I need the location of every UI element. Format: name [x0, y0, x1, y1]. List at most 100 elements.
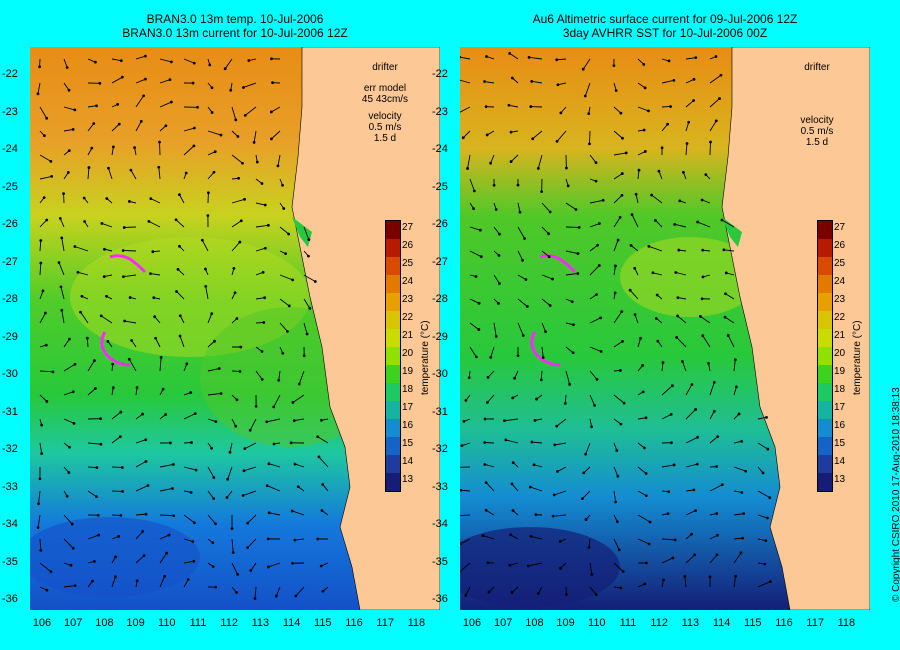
current-arrow-head — [307, 254, 310, 258]
current-arrow — [584, 82, 591, 97]
current-arrow-head — [483, 80, 486, 83]
colorbar-tick: 25 — [834, 258, 846, 269]
current-arrow-head — [45, 116, 49, 120]
current-arrow — [509, 562, 519, 566]
right-title-line1: Au6 Altimetric surface current for 09-Ju… — [532, 12, 798, 26]
current-arrow-head — [651, 271, 655, 275]
current-arrow-head — [260, 378, 264, 381]
current-arrow — [613, 490, 617, 502]
current-arrow — [39, 106, 48, 119]
current-arrow-head — [530, 79, 534, 83]
current-arrow-head — [673, 538, 677, 542]
current-arrow — [661, 123, 668, 132]
current-arrow — [484, 81, 495, 84]
current-arrow — [159, 576, 166, 588]
current-arrow — [231, 106, 237, 121]
current-arrow — [583, 466, 591, 474]
current-arrow — [135, 55, 146, 60]
current-arrow-head — [587, 546, 591, 549]
current-arrow-head — [70, 522, 74, 526]
current-arrow-head — [700, 297, 704, 301]
current-arrow-head — [60, 236, 64, 240]
current-arrow-head — [647, 542, 651, 546]
left-map-svg — [30, 47, 440, 610]
current-arrow-head — [317, 455, 321, 459]
current-arrow — [469, 322, 480, 330]
current-arrow-head — [555, 58, 559, 62]
current-arrow — [150, 198, 161, 204]
current-arrow-head — [92, 122, 96, 125]
current-arrow-head — [521, 258, 525, 262]
current-arrow-head — [581, 67, 585, 71]
current-arrow-head — [647, 244, 651, 248]
coastline-land — [721, 47, 870, 610]
longitude-tick: 112 — [220, 617, 238, 629]
current-arrow-head — [287, 304, 291, 308]
current-arrow-head — [191, 540, 195, 543]
current-arrow — [279, 226, 289, 235]
current-arrow — [175, 219, 185, 228]
current-arrow-head — [677, 248, 681, 252]
current-arrow-head — [594, 161, 598, 165]
current-arrow — [179, 335, 185, 348]
current-arrow — [517, 274, 527, 280]
current-arrow — [613, 130, 623, 139]
current-arrow-head — [494, 208, 498, 211]
current-arrow-head — [62, 192, 65, 196]
current-arrow-head — [615, 449, 619, 452]
current-arrow-head — [107, 166, 110, 170]
current-arrow-head — [144, 512, 148, 516]
current-arrow-head — [483, 417, 487, 421]
current-arrow — [250, 562, 257, 571]
current-arrow-head — [265, 420, 269, 424]
current-arrow — [487, 370, 495, 378]
current-arrow — [508, 104, 519, 108]
current-arrow — [80, 311, 89, 324]
current-arrow — [702, 335, 711, 348]
current-arrow — [565, 273, 578, 276]
current-arrow-head — [213, 150, 217, 154]
current-arrow-head — [594, 179, 598, 183]
current-arrow-head — [692, 488, 696, 492]
current-vectors — [460, 52, 772, 597]
current-arrow — [227, 466, 233, 480]
current-arrow — [482, 535, 495, 540]
current-arrow-head — [252, 140, 256, 144]
current-arrow-head — [556, 470, 559, 473]
colorbar-tick: 13 — [402, 474, 414, 485]
current-arrow-head — [513, 376, 517, 380]
current-arrow-head — [83, 220, 86, 223]
left-title: BRAN3.0 13m temp. 10-Jul-2006 BRAN3.0 13… — [30, 12, 440, 40]
current-arrow-head — [547, 232, 550, 236]
current-arrow — [231, 562, 238, 575]
current-arrow-head — [555, 140, 559, 143]
current-arrow-head — [242, 86, 245, 89]
current-arrow-head — [701, 334, 705, 338]
current-arrow — [39, 562, 52, 573]
current-arrow — [271, 130, 281, 140]
current-arrow — [613, 239, 619, 252]
current-arrow-head — [568, 382, 572, 386]
current-arrow — [111, 58, 122, 62]
current-arrow-head — [305, 332, 309, 336]
latitude-tick: -30 — [2, 368, 18, 380]
current-arrow-head — [511, 461, 515, 464]
current-arrow-head — [93, 559, 96, 563]
current-arrow — [63, 538, 74, 549]
current-arrow — [273, 394, 281, 408]
current-arrow — [108, 167, 113, 180]
current-arrow-head — [293, 462, 297, 466]
current-arrow — [541, 322, 546, 332]
current-arrow-head — [233, 291, 237, 295]
current-arrow-head — [764, 539, 768, 543]
current-arrow-head — [644, 416, 648, 420]
current-arrow-head — [135, 386, 139, 389]
current-arrow — [183, 579, 189, 588]
current-arrow-head — [42, 196, 46, 199]
current-arrow-head — [51, 370, 55, 374]
current-arrow — [554, 442, 567, 446]
current-arrow — [485, 482, 495, 492]
current-arrow-head — [45, 218, 49, 222]
current-arrow — [111, 123, 120, 132]
latitude-tick: -34 — [432, 518, 448, 530]
